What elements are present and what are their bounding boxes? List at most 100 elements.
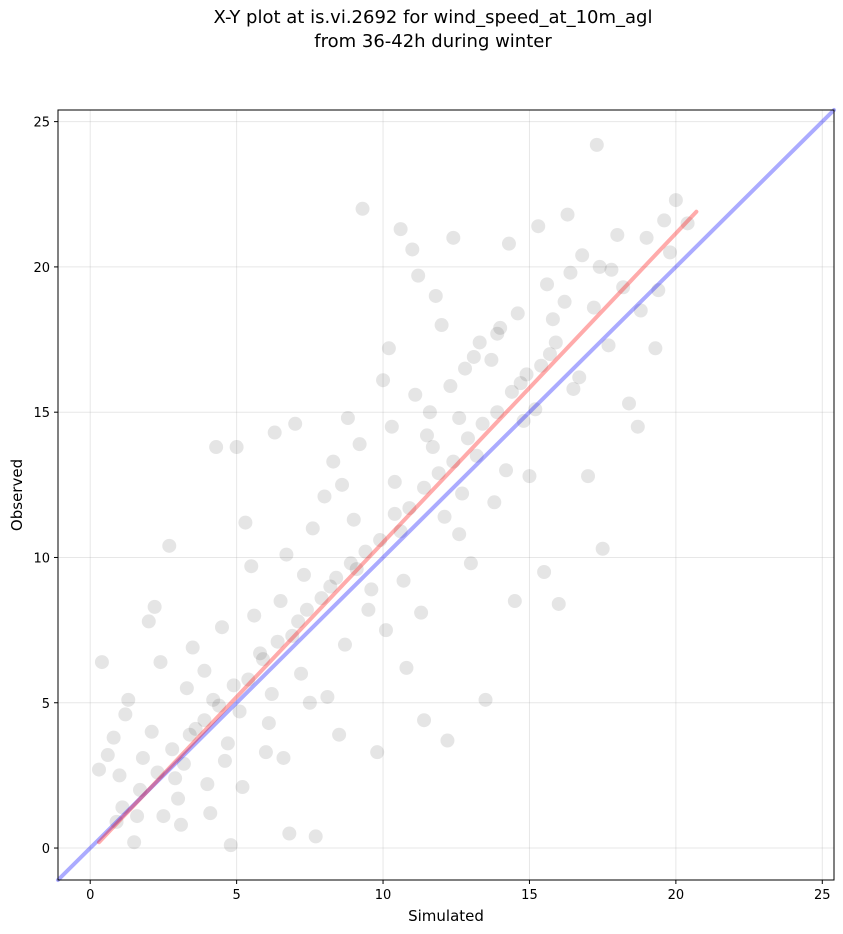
- data-point: [168, 771, 183, 786]
- data-point: [258, 745, 273, 760]
- data-point: [238, 515, 253, 530]
- data-point: [220, 736, 235, 751]
- data-point: [162, 538, 177, 553]
- data-point: [361, 602, 376, 617]
- data-point: [285, 628, 300, 643]
- data-point: [460, 431, 475, 446]
- data-point: [337, 637, 352, 652]
- data-point: [493, 320, 508, 335]
- y-tick-label: 25: [33, 116, 50, 131]
- data-point: [182, 727, 197, 742]
- grid-lines: [58, 110, 834, 880]
- data-point: [534, 358, 549, 373]
- data-point: [332, 727, 347, 742]
- y-tick-label: 20: [33, 261, 50, 276]
- reference-lines: [56, 108, 836, 882]
- data-point: [121, 692, 136, 707]
- data-point: [276, 750, 291, 765]
- data-point: [657, 213, 672, 228]
- data-point: [384, 419, 399, 434]
- data-point: [376, 373, 391, 388]
- data-point: [422, 405, 437, 420]
- data-point: [507, 594, 522, 609]
- axis-ticks: 0 5 10 15 20 25 0 5 10 15 20 25: [33, 116, 830, 903]
- data-point: [343, 556, 358, 571]
- data-point: [197, 713, 212, 728]
- data-point: [572, 370, 587, 385]
- data-point: [387, 506, 402, 521]
- data-point: [326, 454, 341, 469]
- data-point: [217, 753, 232, 768]
- data-point: [417, 480, 432, 495]
- data-point: [130, 809, 145, 824]
- data-point: [510, 306, 525, 321]
- data-point: [463, 556, 478, 571]
- data-point: [519, 367, 534, 382]
- data-point: [352, 437, 367, 452]
- data-point: [487, 495, 502, 510]
- data-point: [156, 809, 171, 824]
- data-point: [557, 294, 572, 309]
- data-point: [294, 666, 309, 681]
- data-point: [399, 660, 414, 675]
- data-point: [484, 352, 499, 367]
- data-point: [91, 762, 106, 777]
- data-point: [232, 704, 247, 719]
- data-point: [633, 303, 648, 318]
- data-point: [490, 326, 505, 341]
- plot-frame: [57, 109, 835, 881]
- data-point: [118, 707, 133, 722]
- data-point: [279, 547, 294, 562]
- data-point: [393, 524, 408, 539]
- data-point: [176, 756, 191, 771]
- data-point: [212, 698, 227, 713]
- x-tick-label: 15: [521, 888, 538, 903]
- data-point: [566, 381, 581, 396]
- data-point: [668, 193, 683, 208]
- data-point: [296, 567, 311, 582]
- data-point: [214, 620, 229, 635]
- data-point: [179, 681, 194, 696]
- data-point: [378, 623, 393, 638]
- data-point: [364, 582, 379, 597]
- data-point: [381, 341, 396, 356]
- data-point: [469, 448, 484, 463]
- data-point: [542, 347, 557, 362]
- data-point: [551, 596, 566, 611]
- data-point: [402, 501, 417, 516]
- data-point: [630, 419, 645, 434]
- data-point: [109, 814, 124, 829]
- data-point: [132, 782, 147, 797]
- data-point: [545, 312, 560, 327]
- data-point: [299, 602, 314, 617]
- data-point: [188, 721, 203, 736]
- y-tick-label: 5: [42, 697, 50, 712]
- x-tick-label: 20: [668, 888, 685, 903]
- data-point: [282, 826, 297, 841]
- data-point: [680, 216, 695, 231]
- data-point: [648, 341, 663, 356]
- data-point: [273, 594, 288, 609]
- data-point: [165, 742, 180, 757]
- data-point: [540, 277, 555, 292]
- data-point: [417, 713, 432, 728]
- data-point: [563, 265, 578, 280]
- data-point: [317, 489, 332, 504]
- data-point: [610, 227, 625, 242]
- data-point: [370, 745, 385, 760]
- chart-subtitle: from 36-42h during winter: [314, 31, 552, 52]
- data-point: [112, 768, 127, 783]
- chart-title-block: X-Y plot at is.vi.2692 for wind_speed_at…: [0, 6, 843, 54]
- x-tick-label: 5: [232, 888, 240, 903]
- data-point: [209, 440, 224, 455]
- data-point: [185, 640, 200, 655]
- y-tick-label: 15: [33, 406, 50, 421]
- data-point: [247, 608, 262, 623]
- data-point: [229, 440, 244, 455]
- data-point: [203, 806, 218, 821]
- data-point: [144, 724, 159, 739]
- data-point: [94, 655, 109, 670]
- data-point: [253, 646, 268, 661]
- data-point: [425, 440, 440, 455]
- data-point: [346, 512, 361, 527]
